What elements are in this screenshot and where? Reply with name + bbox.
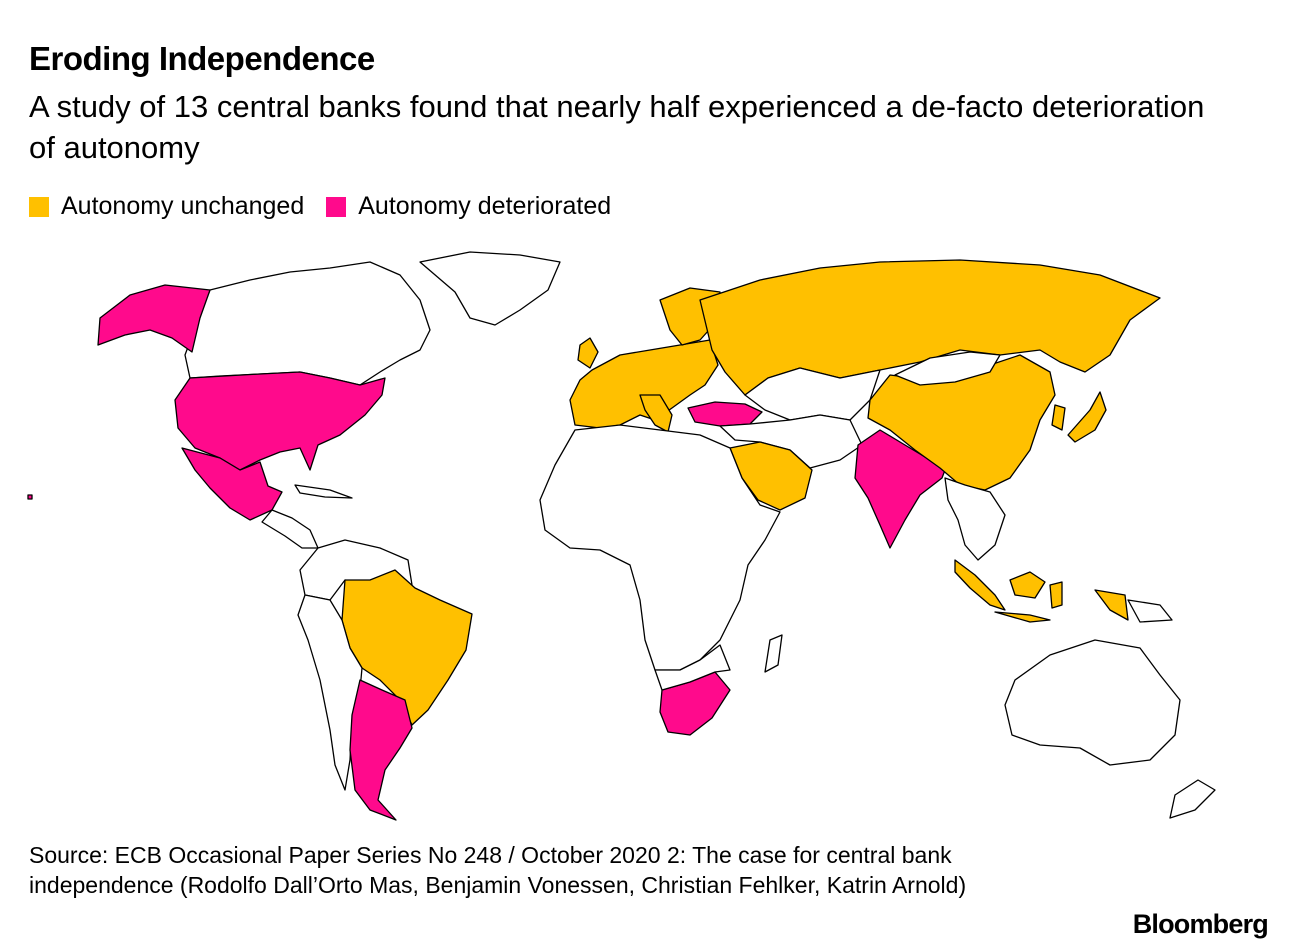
- japan: [1067, 391, 1107, 443]
- bloomberg-logo: Bloomberg: [1132, 909, 1269, 939]
- southeast-asia: [944, 477, 1006, 561]
- uk: [577, 337, 599, 369]
- india: [854, 429, 949, 549]
- indonesia-java: [994, 611, 1051, 623]
- alaska: [97, 284, 211, 353]
- europe-west: [569, 339, 719, 429]
- indonesia-sumatra: [954, 559, 1006, 611]
- legend: Autonomy unchanged Autonomy deteriorated: [29, 192, 633, 221]
- chart-title: Eroding Independence: [29, 40, 375, 77]
- andes-region: [297, 594, 363, 791]
- chart-subtitle: A study of 13 central banks found that n…: [29, 89, 1205, 165]
- cuba: [294, 484, 353, 499]
- source-note: Source: ECB Occasional Paper Series No 2…: [29, 842, 967, 898]
- legend-label-deteriorated: Autonomy deteriorated: [358, 192, 612, 220]
- greenland: [419, 251, 561, 326]
- australia: [1004, 639, 1181, 766]
- indonesia-east: [1049, 581, 1129, 621]
- argentina: [349, 679, 413, 821]
- legend-label-unchanged: Autonomy unchanged: [61, 192, 305, 220]
- central-america: [261, 509, 319, 549]
- turkey: [687, 401, 763, 427]
- southern-africa: [654, 644, 731, 691]
- korea: [1051, 404, 1066, 431]
- legend-swatch-unchanged: [29, 196, 49, 217]
- mongolia: [894, 351, 1001, 386]
- papua-new-guinea: [1127, 599, 1173, 623]
- new-zealand: [1169, 779, 1216, 819]
- canada-region: [184, 261, 431, 386]
- legend-item-deteriorated: Autonomy deteriorated: [326, 192, 611, 221]
- africa: [539, 424, 781, 671]
- legend-swatch-deteriorated: [326, 196, 347, 217]
- middle-east: [719, 414, 863, 469]
- mexico: [181, 447, 283, 521]
- hawaii: [27, 494, 33, 500]
- legend-item-unchanged: Autonomy unchanged: [29, 192, 304, 221]
- world-map: [27, 251, 1216, 821]
- usa: [174, 371, 386, 471]
- indonesia-borneo: [1009, 571, 1046, 599]
- madagascar: [764, 634, 783, 673]
